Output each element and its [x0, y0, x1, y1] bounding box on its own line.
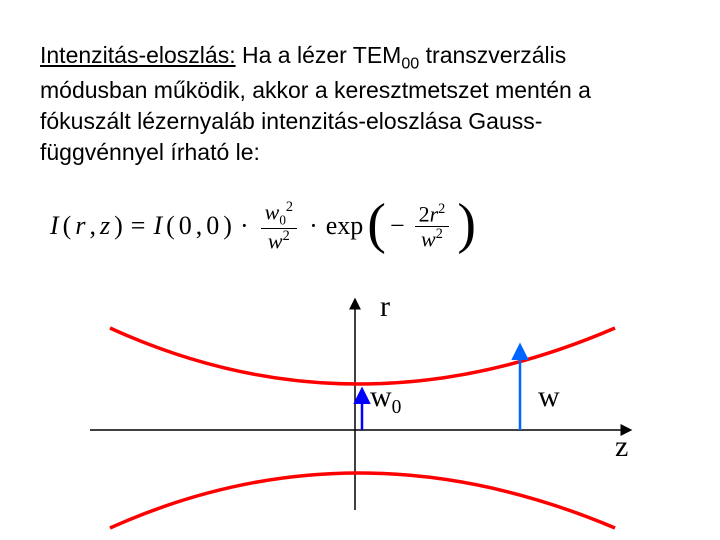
f-zero2: 0 [206, 211, 219, 241]
f-z: z [100, 211, 110, 241]
body-part1: Ha a lézer TEM [236, 42, 402, 68]
f-dot2: · [309, 211, 318, 241]
w-label: w [538, 380, 560, 414]
intro-paragraph: Intenzitás-eloszlás: Ha a lézer TEM00 tr… [40, 40, 660, 168]
beam-waist-diagram: r w0 w z [70, 290, 650, 530]
f-I2: I [153, 211, 162, 241]
f-r: r [75, 211, 85, 241]
tem-subscript: 00 [401, 55, 419, 73]
f-I: I [50, 211, 59, 241]
fraction-2r2-w2: 2r2 w2 [415, 202, 450, 250]
f-dot1: · [240, 211, 249, 241]
paren-open: ( [367, 202, 386, 247]
intensity-formula: I ( r , z ) = I ( 0 , 0 ) · w02 w2 · exp… [50, 200, 476, 252]
fraction-w0-w: w02 w2 [261, 200, 297, 252]
f-eq: = [131, 211, 146, 241]
z-axis-label: z [615, 430, 628, 464]
heading-underlined: Intenzitás-eloszlás: [40, 42, 236, 68]
f-exp: exp [326, 211, 364, 241]
diagram-svg [70, 290, 650, 530]
f-minus: − [390, 211, 405, 241]
f-zero1: 0 [179, 211, 192, 241]
paren-close: ) [457, 202, 476, 247]
r-axis-label: r [380, 290, 390, 324]
w0-label: w0 [370, 380, 401, 419]
